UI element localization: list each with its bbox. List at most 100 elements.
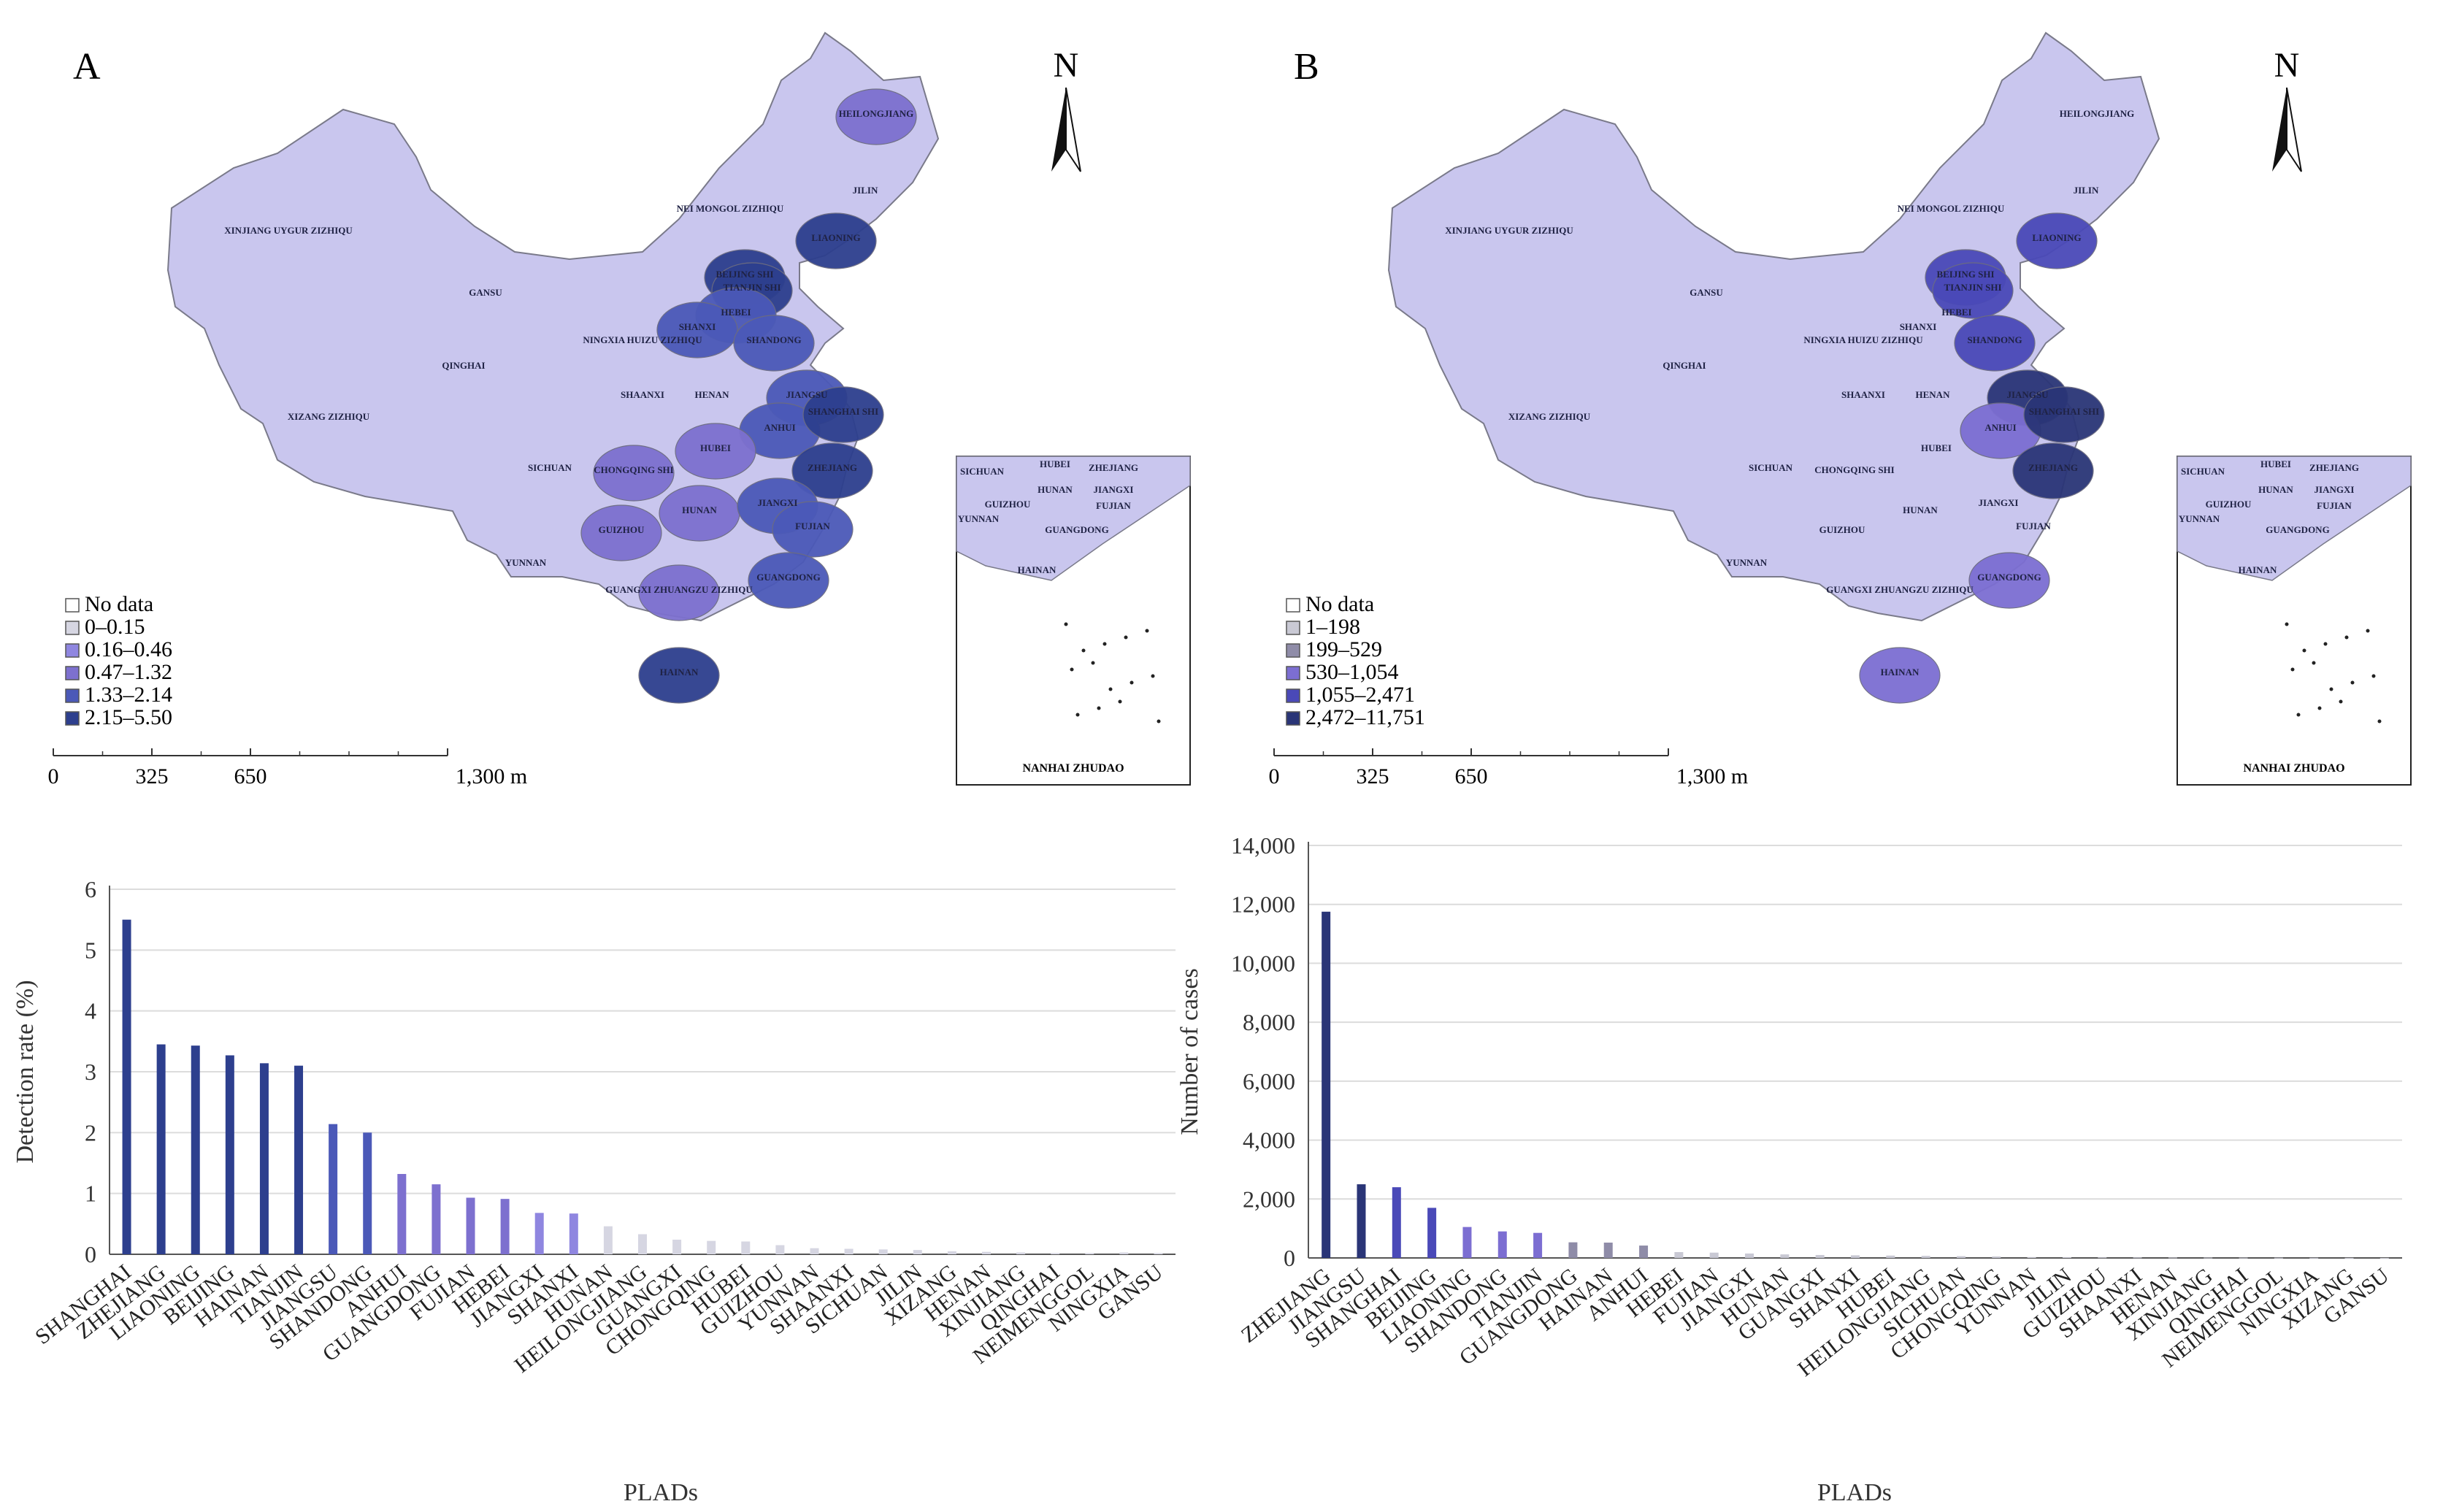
island-dot: [1118, 699, 1122, 704]
province-region-shanghai-shi: [802, 386, 884, 443]
bar-jiangxi: [534, 1213, 544, 1254]
province-label: SHAANXI: [621, 389, 664, 400]
province-label: HUNAN: [1903, 504, 1938, 515]
bar-yunnan: [2027, 1256, 2036, 1258]
island-dot: [1108, 687, 1113, 691]
province-label: HUBEI: [1921, 442, 1952, 453]
province-label: TIANJIN SHI: [1944, 282, 2001, 293]
legend-swatch: [1286, 598, 1300, 613]
island-dot: [1070, 667, 1074, 672]
province-region-liaoning: [795, 212, 877, 269]
bar-guizhou: [2098, 1257, 2107, 1259]
bar-heilongjiang: [638, 1234, 647, 1254]
inset-province-label: JIANGXI: [2314, 484, 2355, 495]
bar-shandong: [1497, 1231, 1507, 1258]
bar-hebei: [1674, 1252, 1684, 1258]
province-label: FUJIAN: [795, 521, 830, 531]
bar-tianjin: [294, 1065, 304, 1254]
province-label: BEIJING SHI: [1936, 269, 1994, 280]
inset-province-label: GUANGDONG: [1045, 524, 1108, 535]
bar-ningxia: [2309, 1257, 2319, 1259]
scale-bar-label: 650: [1455, 764, 1488, 788]
map-panel-a: A HEILONGJIANG JILIN NEI MONGOL ZIZHIQU LIAO…: [48, 31, 1191, 788]
north-arrow-icon: [2286, 87, 2302, 172]
legend-label: 1.33–2.14: [85, 683, 172, 707]
province-label: ANHUI: [764, 422, 795, 433]
island-dot: [2377, 719, 2382, 724]
legend-swatch: [65, 621, 80, 635]
y-axis-title: Detection rate (%): [12, 980, 39, 1163]
bar-shanghai: [122, 919, 131, 1254]
legend-label: 0–0.15: [85, 615, 145, 639]
province-label: QINGHAI: [442, 360, 485, 371]
bar-anhui: [397, 1174, 407, 1254]
inset-province-label: HUBEI: [2260, 458, 2291, 469]
island-dot: [1075, 713, 1080, 717]
inset-province-label: FUJIAN: [1096, 500, 1131, 511]
legend-swatch: [65, 688, 80, 703]
province-region-tianjin-shi: [1932, 262, 2014, 319]
inset-province-label: SICHUAN: [960, 466, 1005, 477]
legend-swatch: [1286, 711, 1300, 726]
island-dot: [2323, 642, 2328, 646]
inset-province-label: GUIZHOU: [2206, 499, 2252, 510]
province-label: HUBEI: [700, 442, 731, 453]
province-region-guangdong: [748, 552, 829, 609]
province-label: LIAONING: [811, 232, 860, 243]
scale-bar-label: 650: [234, 764, 267, 788]
inset-province-label: FUJIAN: [2317, 500, 2352, 511]
bar-chart-detection-rate: 0123456SHANGHAIZHEJIANGLIAONINGBEIJINGHA…: [12, 876, 1176, 1506]
province-region-zhejiang: [2012, 442, 2094, 499]
island-dot: [2317, 706, 2322, 710]
north-arrow-icon: [2272, 88, 2287, 172]
island-dot: [1064, 622, 1068, 626]
bar-jiangsu: [329, 1124, 338, 1254]
island-dot: [2371, 674, 2376, 678]
province-label: XIZANG ZIZHIQU: [288, 411, 370, 422]
province-label: NEI MONGOL ZIZHIQU: [677, 203, 784, 214]
legend-swatch: [65, 598, 80, 613]
scale-bar-label: 325: [136, 764, 169, 788]
province-label: SHAANXI: [1841, 389, 1885, 400]
scale-bar-label: 0: [1269, 764, 1280, 788]
legend-label: 0.47–1.32: [85, 660, 172, 684]
province-label: JILIN: [2074, 185, 2099, 196]
island-dot: [2339, 699, 2343, 704]
bar-jilin: [2062, 1256, 2071, 1258]
province-label: XINJIANG UYGUR ZIZHIQU: [1445, 225, 1573, 236]
bar-yunnan: [810, 1248, 819, 1254]
province-label: GUANGDONG: [756, 572, 820, 583]
province-label: SHANXI: [679, 321, 716, 332]
scale-bar-label: 0: [48, 764, 59, 788]
province-label: HENAN: [695, 389, 730, 400]
province-region-liaoning: [2016, 212, 2098, 269]
bar-jiangxi: [1745, 1253, 1754, 1258]
province-label: NEI MONGOL ZIZHIQU: [1898, 203, 2005, 214]
island-dot: [1097, 706, 1101, 710]
inset-caption: NANHAI ZHUDAO: [1022, 762, 1124, 775]
island-dot: [2285, 622, 2289, 626]
province-label: HAINAN: [660, 667, 699, 678]
bar-hainan: [259, 1063, 269, 1254]
province-label: YUNNAN: [505, 557, 547, 568]
inset-province-label: HUNAN: [2258, 484, 2293, 495]
bar-liaoning: [191, 1045, 200, 1254]
province-label: NINGXIA HUIZU ZIZHIQU: [583, 334, 702, 345]
inset-province-label: SICHUAN: [2181, 466, 2225, 477]
bar-hubei: [1886, 1255, 1895, 1258]
island-dot: [2344, 635, 2349, 640]
island-dot: [1151, 674, 1155, 678]
bar-guizhou: [775, 1245, 785, 1254]
y-tick-label: 2: [85, 1119, 96, 1145]
island-dot: [1091, 661, 1095, 665]
island-dot: [2296, 713, 2301, 717]
legend-label: 199–529: [1305, 637, 1382, 661]
province-region-chongqing-shi: [593, 445, 675, 502]
legend-label: 2,472–11,751: [1305, 705, 1425, 729]
province-label: SHANXI: [1900, 321, 1937, 332]
map-panel-b: B HEILONGJIANG JILIN NEI MONGOL ZIZHIQU LIAO…: [1269, 31, 2412, 788]
bar-henan: [981, 1251, 991, 1254]
y-tick-label: 4: [85, 998, 96, 1024]
province-label: SHANDONG: [746, 334, 801, 345]
y-tick-label: 3: [85, 1059, 96, 1085]
